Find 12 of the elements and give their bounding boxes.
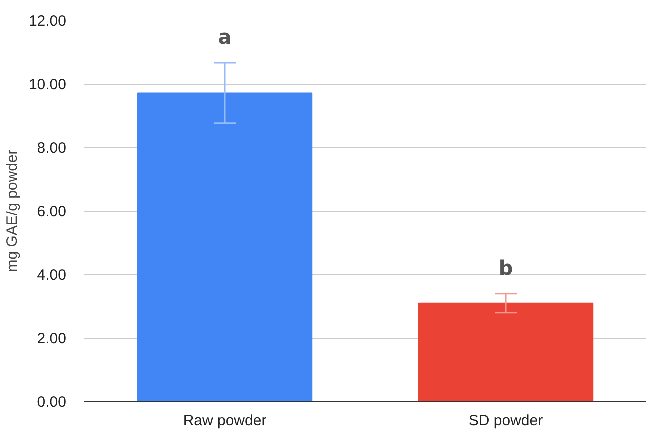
y-tick-label: 0.00: [37, 394, 67, 411]
x-tick-label: SD powder: [468, 412, 544, 430]
y-axis-title: mg GAE/g powder: [4, 150, 21, 272]
y-tick-label: 10.00: [28, 76, 67, 94]
y-tick-label: 4.00: [37, 267, 67, 284]
annotation: a: [218, 25, 232, 50]
y-tick-label: 2.00: [37, 330, 67, 348]
y-tick-label: 8.00: [37, 140, 67, 157]
y-tick-label: 12.00: [28, 13, 67, 30]
x-tick-label: Raw powder: [183, 412, 267, 430]
y-tick-label: 6.00: [37, 204, 67, 220]
annotation: b: [498, 256, 514, 280]
